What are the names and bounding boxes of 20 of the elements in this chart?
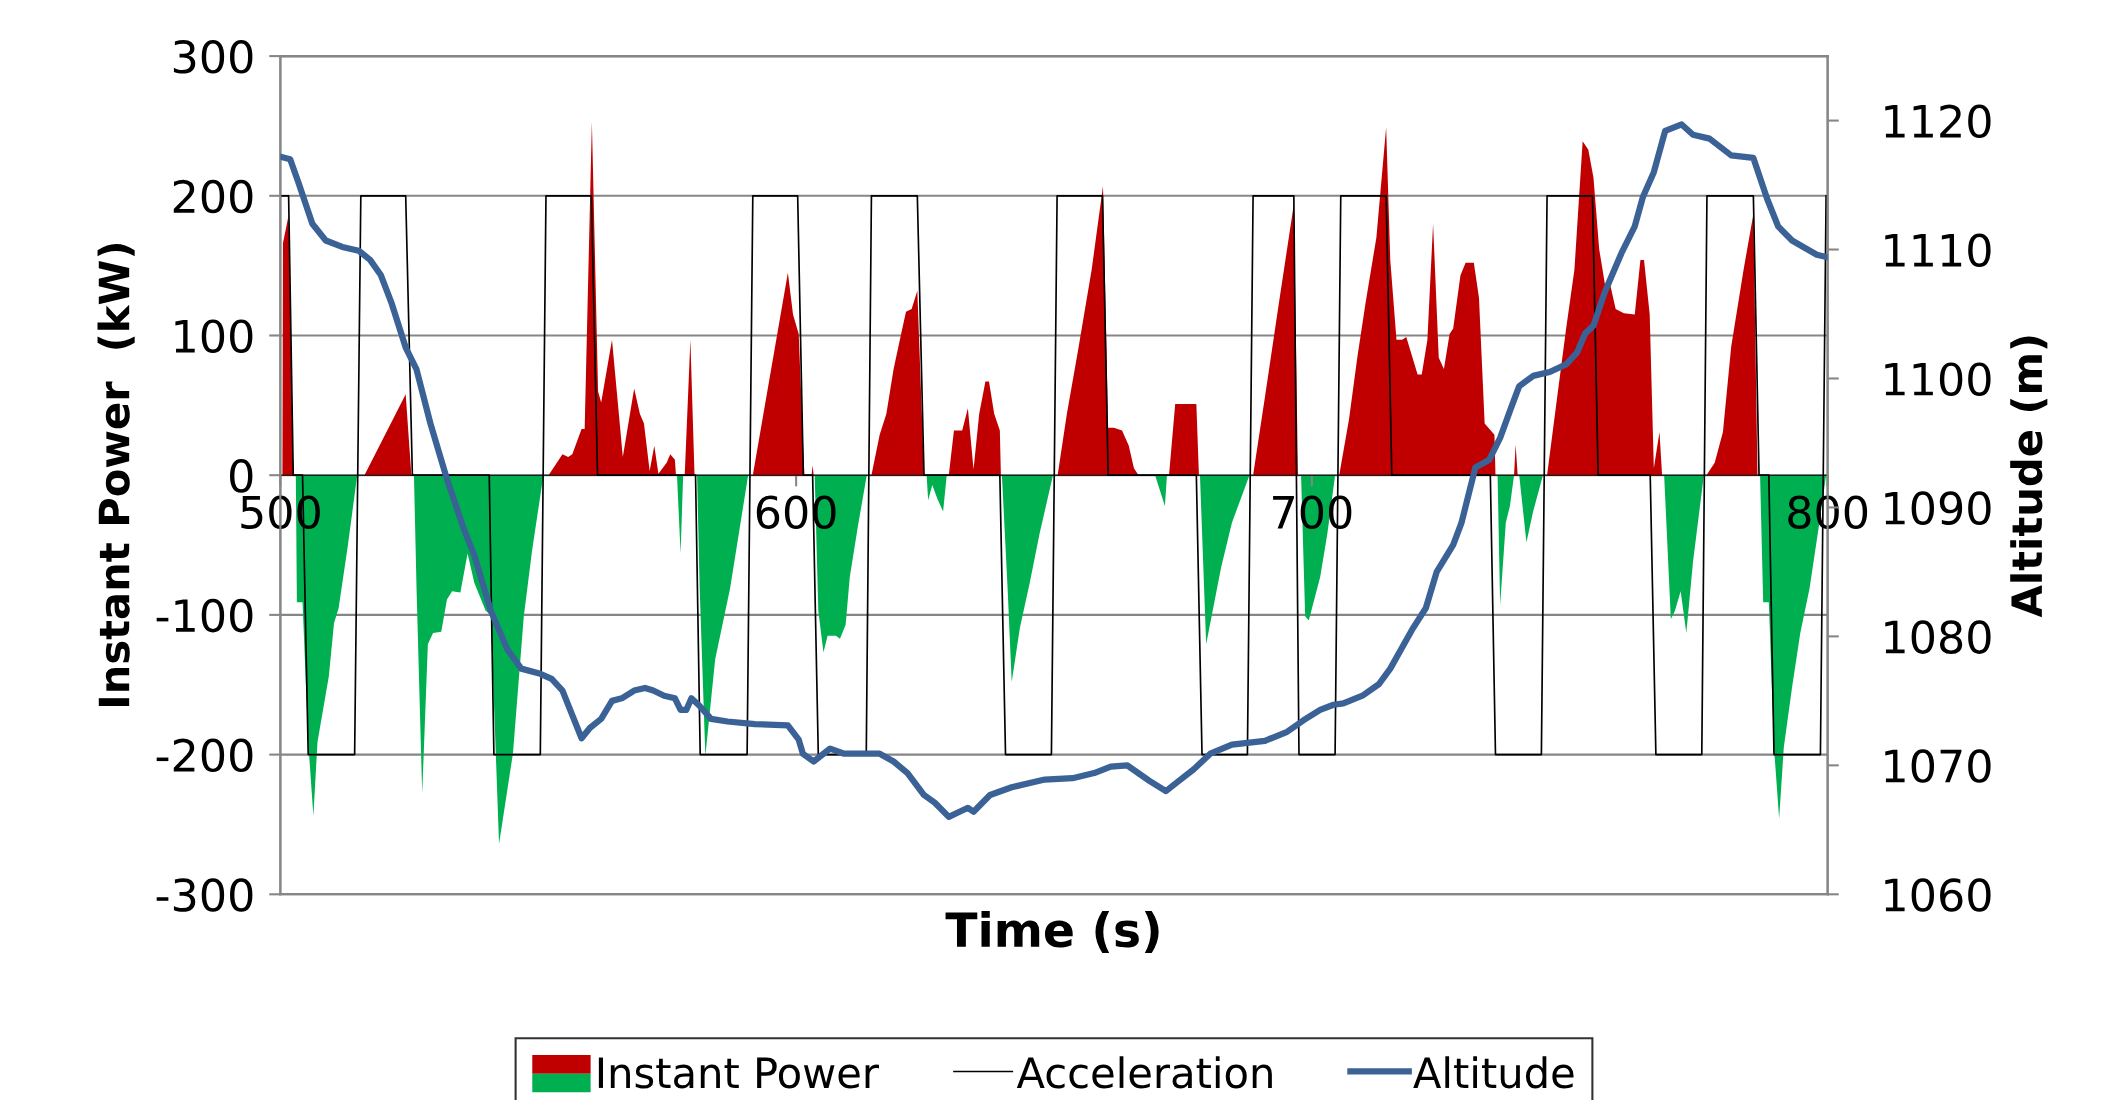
- y2-axis-title: Altitude (m): [2010, 336, 2048, 618]
- legend-label: Instant Power: [598, 1057, 879, 1089]
- y2-tick-label: 1100: [1885, 362, 1991, 396]
- y-tick-label: 100: [175, 319, 253, 354]
- y2-tick-label: 1110: [1885, 233, 1991, 268]
- y2-tick-label: 1070: [1885, 749, 1991, 783]
- y-tick-label: 300: [173, 40, 253, 74]
- y2-tick-label: 1060: [1885, 878, 1991, 912]
- y-tick-label: -100: [156, 598, 253, 633]
- x-axis-title: Time (s): [945, 910, 1159, 954]
- y-tick-label: -300: [156, 878, 253, 912]
- y2-tick-label: 1120: [1885, 104, 1991, 139]
- y2-tick-label: 1090: [1885, 491, 1991, 525]
- y2-tick-label: 1080: [1885, 620, 1991, 654]
- y-tick-label: -200: [156, 738, 253, 773]
- y-tick-label: 0: [230, 459, 253, 493]
- legend-label: Altitude: [1413, 1056, 1574, 1089]
- y-axis-title: Instant Power (kW): [97, 244, 135, 707]
- y-tick-label: 200: [173, 179, 253, 214]
- legend-label: Acceleration: [1016, 1056, 1272, 1089]
